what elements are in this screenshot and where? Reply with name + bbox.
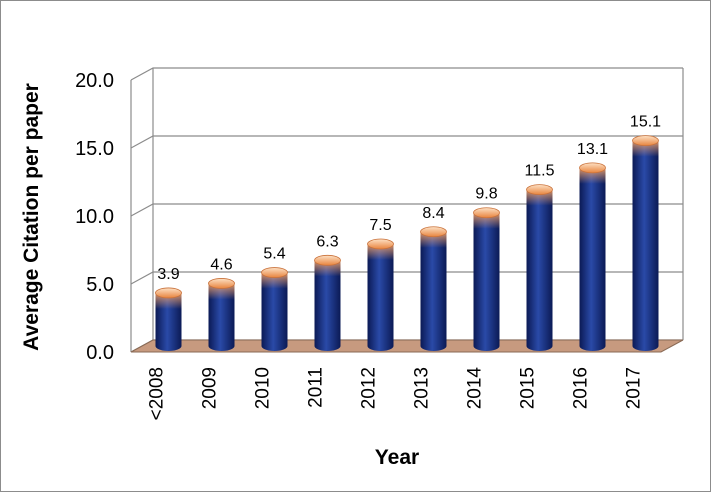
data-label: 11.5 <box>525 163 555 180</box>
data-labels: 3.9 4.6 5.4 6.3 7.5 8.4 9.8 11.5 13.1 15.1 <box>157 114 661 283</box>
y-axis-ticks: 0.0 5.0 10.0 15.0 20.0 <box>75 70 114 364</box>
bar <box>420 226 447 351</box>
bar-cap <box>526 184 553 196</box>
bar <box>579 162 606 351</box>
bar-cap <box>420 226 447 238</box>
bar <box>632 135 659 351</box>
bar <box>526 184 553 351</box>
data-label: 13.1 <box>577 141 608 158</box>
bar <box>208 278 235 351</box>
data-label: 9.8 <box>475 186 497 203</box>
bar-body <box>367 244 394 351</box>
bar-body <box>314 260 341 351</box>
data-label: 3.9 <box>157 266 179 283</box>
bar-cap <box>155 287 182 299</box>
bar-body <box>473 212 500 351</box>
data-label: 6.3 <box>316 233 338 250</box>
y-tick-label: 15.0 <box>75 138 114 160</box>
bar-cap <box>579 162 606 174</box>
bar <box>314 254 341 351</box>
bar <box>367 238 394 351</box>
gridline <box>130 67 683 81</box>
bar-body <box>208 283 235 351</box>
x-tick-label: <2008 <box>147 367 168 420</box>
bars <box>155 135 659 351</box>
data-label: 15.1 <box>630 114 661 131</box>
x-axis-title: Year <box>375 446 419 469</box>
x-tick-label: 2016 <box>571 367 592 409</box>
bar-cap <box>261 267 288 278</box>
y-tick-label: 20.0 <box>75 70 114 92</box>
bar-body <box>579 167 606 351</box>
x-tick-label: 2017 <box>624 367 645 409</box>
x-tick-label: 2011 <box>306 367 327 408</box>
x-tick-label: 2015 <box>518 367 539 409</box>
bar-body <box>632 140 659 351</box>
x-tick-label: 2010 <box>253 367 274 409</box>
y-tick-label: 0.0 <box>86 342 114 364</box>
y-tick-label: 10.0 <box>75 206 114 228</box>
bar <box>473 207 500 351</box>
bar-cap <box>314 254 341 266</box>
x-tick-label: 2013 <box>412 367 433 409</box>
bar-body <box>526 189 553 351</box>
data-label: 5.4 <box>263 246 285 263</box>
bar-cap <box>208 278 235 289</box>
data-label: 7.5 <box>369 217 391 234</box>
x-tick-label: 2012 <box>359 367 380 409</box>
data-label: 8.4 <box>422 205 444 222</box>
x-tick-label: 2009 <box>200 367 221 409</box>
data-label: 4.6 <box>210 256 232 273</box>
bar-body <box>261 272 288 351</box>
bar-body <box>420 231 447 351</box>
bar-cap <box>367 238 394 250</box>
x-axis-ticks: <2008 2009 2010 2011 2012 2013 2014 2015 2016 201… <box>147 367 645 421</box>
x-tick-label: 2014 <box>465 367 486 410</box>
bar <box>261 267 288 351</box>
y-tick-label: 5.0 <box>86 274 114 296</box>
bar-cap <box>632 135 659 147</box>
y-axis-title: Average Citation per paper <box>20 83 43 351</box>
bar <box>155 287 182 351</box>
bar-cap <box>473 207 500 219</box>
